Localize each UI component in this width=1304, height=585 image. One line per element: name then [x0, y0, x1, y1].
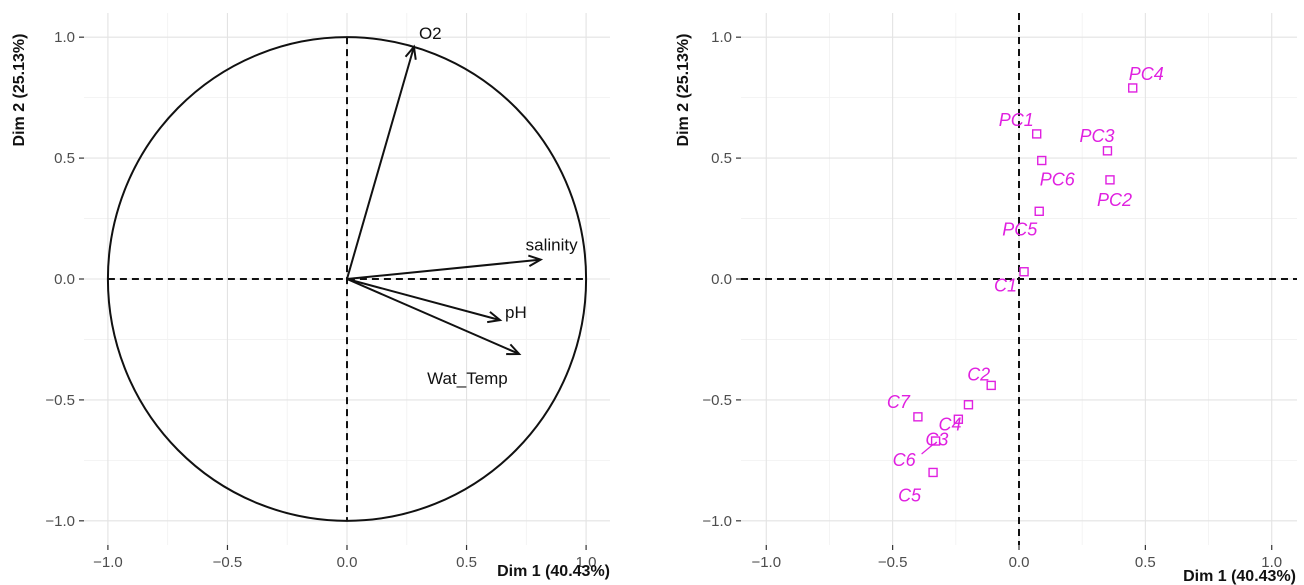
var-y-tick-label: 0.5: [54, 150, 75, 167]
point-pc3: [1102, 146, 1113, 156]
ind-y-tick-label: 1.0: [711, 29, 732, 46]
var-x-tick-label: −0.5: [213, 554, 243, 571]
ind-x-tick-label: −1.0: [751, 554, 781, 571]
arrow-wat-temp: [346, 278, 520, 355]
ind-y-axis-title: Dim 2 (25.13%): [675, 34, 692, 147]
correlation-circle: [106, 36, 588, 522]
point-label-c1: C1: [994, 276, 1017, 296]
point-c4: [963, 400, 974, 410]
var-label-o2: O2: [419, 24, 442, 43]
arrow-ph: [346, 278, 501, 322]
ind-y-tick-label: 0.5: [711, 150, 732, 167]
point-pc6: [1037, 155, 1047, 166]
arrowhead-o2: [404, 44, 417, 60]
point-pc4: [1128, 83, 1138, 93]
point-label-c2: C2: [967, 364, 990, 384]
var-y-tick-label: −1.0: [45, 513, 75, 530]
point-label-pc2: PC2: [1097, 190, 1132, 210]
ind-x-tick-label: 0.0: [1009, 554, 1030, 571]
point-label-pc5: PC5: [1002, 219, 1038, 239]
point-pc5: [1034, 206, 1044, 216]
var-y-axis-title: Dim 2 (25.13%): [11, 34, 28, 147]
arrow-o2: [346, 46, 415, 280]
var-label-wat-temp: Wat_Temp: [427, 369, 508, 388]
point-label-pc1: PC1: [999, 110, 1034, 130]
var-label-ph: pH: [505, 303, 527, 322]
point-label-c5: C5: [898, 485, 922, 505]
var-x-tick-label: 1.0: [576, 554, 597, 571]
point-label-c7: C7: [887, 392, 911, 412]
var-y-tick-label: 0.0: [54, 271, 75, 288]
arrowhead-salinity: [528, 254, 544, 267]
point-pc1: [1031, 129, 1042, 139]
arrowhead-ph: [487, 311, 503, 324]
var-x-tick-label: 0.5: [456, 554, 477, 571]
var-x-axis-title: Dim 1 (40.43%): [497, 563, 610, 580]
arrowhead-wat-temp: [506, 343, 522, 356]
point-label-c4: C4: [938, 415, 961, 435]
ind-x-tick-label: 1.0: [1261, 554, 1282, 571]
ind-x-tick-label: −0.5: [878, 554, 908, 571]
point-c2: [986, 380, 996, 391]
point-c3: [953, 414, 964, 424]
point-pc2: [1105, 175, 1115, 185]
ind-y-tick-label: −0.5: [702, 392, 732, 409]
ind-y-tick-label: −1.0: [702, 513, 732, 530]
var-x-tick-label: −1.0: [93, 554, 123, 571]
point-c5: [928, 467, 938, 478]
arrow-salinity: [346, 258, 541, 280]
var-x-tick-label: 0.0: [337, 554, 358, 571]
ind-x-tick-label: 0.5: [1135, 554, 1156, 571]
point-label-c3: C3: [925, 429, 948, 449]
ind-y-tick-label: 0.0: [711, 271, 732, 288]
point-c6: [930, 436, 941, 446]
point-label-c6: C6: [893, 450, 917, 470]
var-y-tick-label: 1.0: [54, 29, 75, 46]
point-c7: [913, 412, 923, 422]
point-label-pc3: PC3: [1079, 126, 1114, 146]
connector-c6: [921, 443, 934, 455]
point-label-pc6: PC6: [1040, 170, 1076, 190]
ind-x-axis-title: Dim 1 (40.43%): [1183, 568, 1296, 585]
point-label-pc4: PC4: [1129, 64, 1164, 84]
point-c1: [1019, 267, 1029, 277]
var-label-salinity: salinity: [526, 236, 578, 255]
var-y-tick-label: −0.5: [45, 392, 75, 409]
